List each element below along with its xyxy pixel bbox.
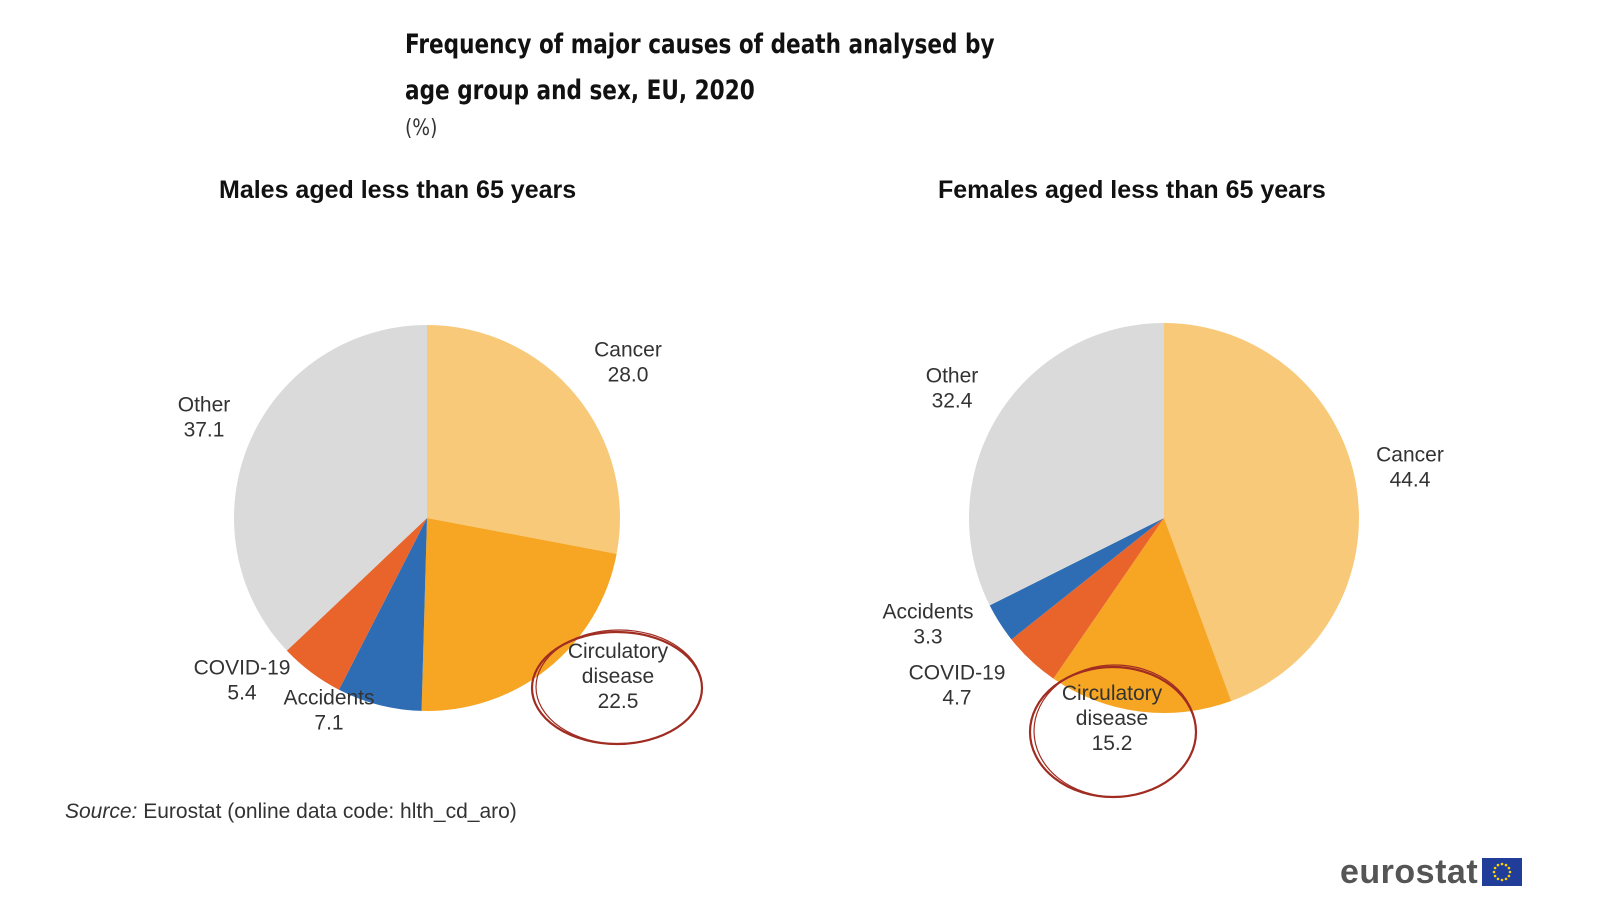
pie-slice-accidents bbox=[989, 518, 1164, 640]
pie-label-covid-19: COVID-19 4.7 bbox=[909, 662, 1006, 710]
pie-slice-cancer bbox=[427, 325, 620, 554]
flag-star bbox=[1500, 862, 1504, 866]
pie-label-cancer: Cancer 44.4 bbox=[1376, 444, 1444, 492]
unit-label: (%) bbox=[405, 116, 438, 141]
chart-main-title: Frequency of major causes of death analy… bbox=[405, 29, 995, 106]
logo-text: eurostat bbox=[1340, 852, 1479, 891]
pie-slice-other bbox=[969, 323, 1164, 606]
title-block: Frequency of major causes of death analy… bbox=[405, 22, 1205, 141]
pie-slice-cancer bbox=[1164, 323, 1359, 702]
flag-star bbox=[1500, 878, 1504, 882]
pie-slice-circulatory-disease bbox=[421, 518, 617, 711]
pie-label-other: Other 37.1 bbox=[178, 394, 231, 442]
pie-slice-covid-19 bbox=[1011, 518, 1164, 679]
flag-star bbox=[1504, 863, 1508, 867]
pie-slice-covid-19 bbox=[286, 518, 427, 690]
highlight-circle-stroke bbox=[1033, 664, 1197, 798]
pie-label-other: Other 32.4 bbox=[926, 365, 979, 413]
flag-star bbox=[1496, 877, 1500, 881]
pie-title-females: Females aged less than 65 years bbox=[938, 176, 1326, 204]
flag-star bbox=[1507, 866, 1511, 870]
flag-star bbox=[1504, 877, 1508, 881]
pie-slice-circulatory-disease bbox=[1053, 518, 1232, 714]
pie-label-circulatory-disease: Circulatory disease 22.5 bbox=[568, 640, 669, 713]
flag-star bbox=[1492, 870, 1496, 874]
highlight-circle-stroke bbox=[535, 629, 703, 745]
pie-label-cancer: Cancer 28.0 bbox=[594, 339, 662, 387]
flag-star bbox=[1508, 870, 1512, 874]
flag-star bbox=[1507, 874, 1511, 878]
flag-star bbox=[1493, 874, 1497, 878]
pie-slice-other bbox=[233, 324, 427, 651]
source-label: Source: bbox=[65, 800, 138, 823]
pie-label-circulatory-disease: Circulatory disease 15.2 bbox=[1062, 682, 1163, 755]
source-text: Eurostat (online data code: hlth_cd_aro) bbox=[143, 800, 517, 823]
pie-label-accidents: Accidents 3.3 bbox=[882, 601, 973, 649]
flag-star bbox=[1493, 866, 1497, 870]
pie-label-covid-19: COVID-19 5.4 bbox=[194, 657, 291, 705]
pie-label-accidents: Accidents 7.1 bbox=[283, 687, 374, 735]
pie-slice-accidents bbox=[338, 518, 427, 711]
eurostat-logo: eurostat bbox=[1340, 852, 1523, 892]
flag-star bbox=[1496, 863, 1500, 867]
eu-flag-icon bbox=[1482, 858, 1523, 886]
pie-title-males: Males aged less than 65 years bbox=[219, 176, 577, 204]
source-note: Source: Eurostat (online data code: hlth… bbox=[65, 800, 517, 824]
